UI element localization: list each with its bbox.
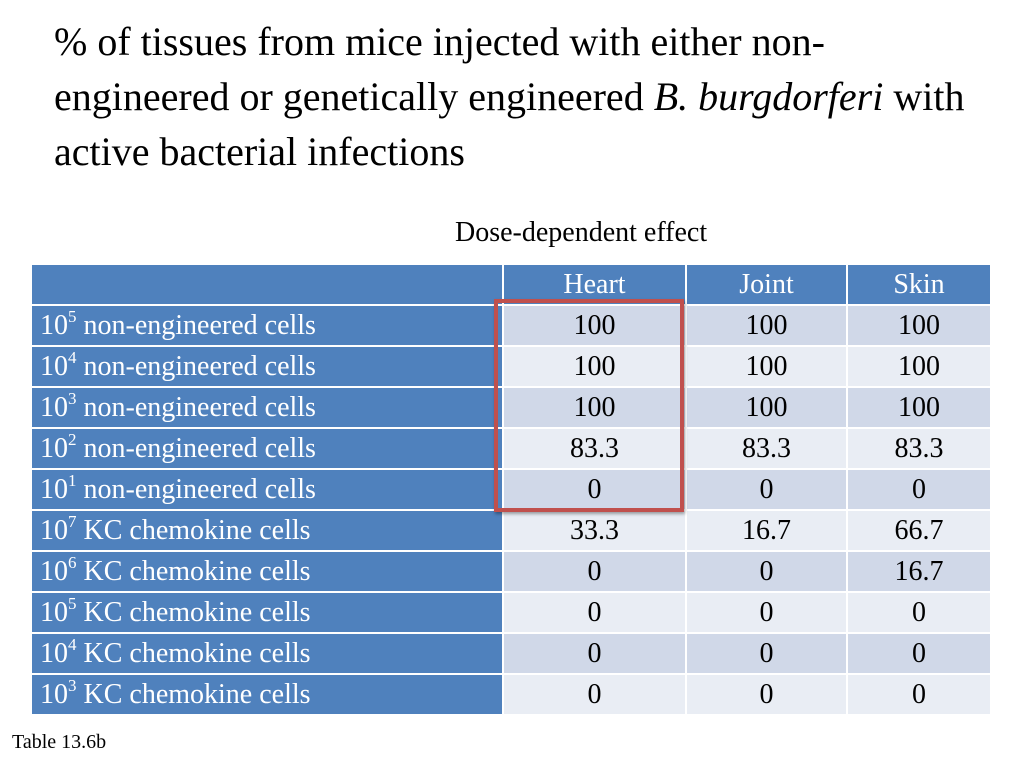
dose-exponent: 2 (68, 430, 77, 449)
dose-base: 10 (40, 679, 68, 710)
row-label: 107 KC chemokine cells (30, 509, 504, 552)
value-cell: 83.3 (502, 427, 687, 470)
value-cell: 0 (685, 591, 848, 634)
row-label: 106 KC chemokine cells (30, 550, 504, 593)
value-cell: 16.7 (846, 550, 992, 593)
row-label: 105 non-engineered cells (30, 304, 504, 347)
dose-base: 10 (40, 515, 68, 546)
row-label: 103 non-engineered cells (30, 386, 504, 429)
value-cell: 0 (685, 673, 848, 716)
row-label: 101 non-engineered cells (30, 468, 504, 511)
table-row: 107 KC chemokine cells 33.3 16.7 66.7 (30, 509, 992, 552)
value-cell: 100 (846, 345, 992, 388)
value-cell: 0 (502, 550, 687, 593)
table-row: 105 non-engineered cells 100 100 100 (30, 304, 992, 347)
dose-base: 10 (40, 597, 68, 628)
header-row: Heart Joint Skin (30, 263, 992, 306)
cell-type: KC chemokine cells (76, 638, 311, 669)
value-cell: 100 (502, 304, 687, 347)
table-row: 101 non-engineered cells 0 0 0 (30, 468, 992, 511)
highlight-box (494, 299, 684, 512)
value-cell: 0 (846, 591, 992, 634)
row-label: 104 non-engineered cells (30, 345, 504, 388)
dose-exponent: 3 (68, 676, 77, 695)
slide-title: % of tissues from mice injected with eit… (54, 14, 994, 179)
header-cell (30, 263, 504, 306)
table-row: 106 KC chemokine cells 0 0 16.7 (30, 550, 992, 593)
data-table: Heart Joint Skin 105 non-engineered cell… (30, 263, 992, 716)
dose-base: 10 (40, 392, 68, 423)
value-cell: 0 (502, 591, 687, 634)
row-label: 105 KC chemokine cells (30, 591, 504, 634)
row-label: 104 KC chemokine cells (30, 632, 504, 675)
cell-type: non-engineered cells (76, 310, 316, 341)
title-text: % of tissues from mice injected with eit… (54, 19, 825, 119)
title-species: B. burgdorferi (653, 74, 884, 119)
table-row: 102 non-engineered cells 83.3 83.3 83.3 (30, 427, 992, 470)
value-cell: 100 (685, 386, 848, 429)
value-cell: 100 (502, 386, 687, 429)
cell-type: non-engineered cells (76, 474, 316, 505)
dose-base: 10 (40, 638, 68, 669)
dose-base: 10 (40, 556, 68, 587)
dose-exponent: 3 (68, 389, 77, 408)
value-cell: 100 (685, 304, 848, 347)
header-skin: Skin (846, 263, 992, 306)
table-row: 105 KC chemokine cells 0 0 0 (30, 591, 992, 634)
dose-base: 10 (40, 474, 68, 505)
dose-base: 10 (40, 351, 68, 382)
value-cell: 33.3 (502, 509, 687, 552)
dose-base: 10 (40, 310, 68, 341)
value-cell: 100 (846, 386, 992, 429)
value-cell: 0 (846, 673, 992, 716)
value-cell: 83.3 (685, 427, 848, 470)
row-label: 103 KC chemokine cells (30, 673, 504, 716)
cell-type: KC chemokine cells (76, 597, 311, 628)
dose-exponent: 5 (68, 307, 77, 326)
value-cell: 0 (502, 673, 687, 716)
table-row: 103 non-engineered cells 100 100 100 (30, 386, 992, 429)
value-cell: 0 (846, 468, 992, 511)
value-cell: 0 (502, 468, 687, 511)
table-row: 103 KC chemokine cells 0 0 0 (30, 673, 992, 716)
title-text-end: with active bacterial infections (54, 74, 965, 174)
cell-type: KC chemokine cells (76, 556, 311, 587)
cell-type: KC chemokine cells (76, 679, 311, 710)
value-cell: 0 (502, 632, 687, 675)
dose-exponent: 4 (68, 635, 77, 654)
value-cell: 0 (685, 632, 848, 675)
header-heart: Heart (502, 263, 687, 306)
value-cell: 66.7 (846, 509, 992, 552)
table-row: 104 KC chemokine cells 0 0 0 (30, 632, 992, 675)
value-cell: 100 (846, 304, 992, 347)
value-cell: 83.3 (846, 427, 992, 470)
cell-type: KC chemokine cells (76, 515, 311, 546)
value-cell: 0 (685, 468, 848, 511)
row-label: 102 non-engineered cells (30, 427, 504, 470)
dose-exponent: 7 (68, 512, 77, 531)
dose-base: 10 (40, 433, 68, 464)
table-caption: Table 13.6b (12, 731, 107, 753)
cell-type: non-engineered cells (76, 392, 316, 423)
header-joint: Joint (685, 263, 848, 306)
value-cell: 100 (502, 345, 687, 388)
dose-exponent: 4 (68, 348, 77, 367)
value-cell: 16.7 (685, 509, 848, 552)
dose-exponent: 5 (68, 594, 77, 613)
dose-exponent: 1 (68, 471, 77, 490)
table-subtitle: Dose-dependent effect (455, 217, 708, 248)
table-row: 104 non-engineered cells 100 100 100 (30, 345, 992, 388)
value-cell: 0 (846, 632, 992, 675)
cell-type: non-engineered cells (76, 433, 316, 464)
cell-type: non-engineered cells (76, 351, 316, 382)
dose-exponent: 6 (68, 553, 77, 572)
value-cell: 0 (685, 550, 848, 593)
value-cell: 100 (685, 345, 848, 388)
